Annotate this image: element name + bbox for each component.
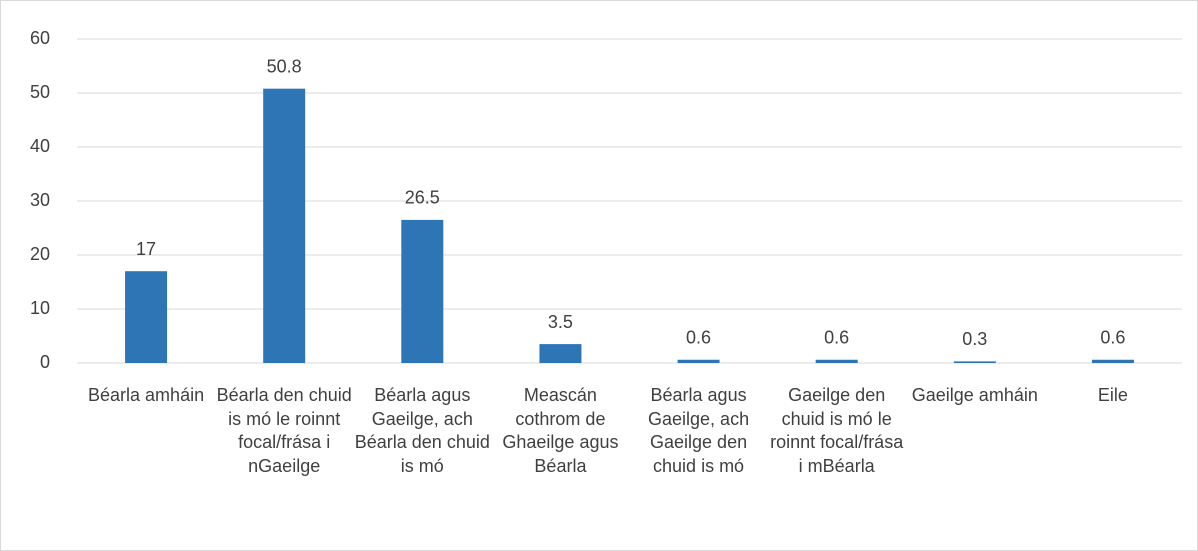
data-label: 0.6 [686,328,711,348]
y-tick-label: 10 [30,298,50,318]
bar [1091,359,1134,363]
x-tick-label: Béarla agus Gaeilge, ach Gaeilge den chu… [648,385,750,476]
bar [539,344,582,363]
y-tick-label: 0 [40,352,50,372]
x-tick-label: Béarla agus Gaeilge, ach Béarla den chui… [354,385,490,476]
y-tick-label: 50 [30,82,50,102]
data-label: 0.3 [962,329,987,349]
bar [401,219,444,363]
x-tick-label: Gaeilge den chuid is mó le roinnt focal/… [770,385,904,476]
x-tick-label: Béarla amháin [88,385,205,405]
x-tick-label: Béarla den chuid is mó le roinnt focal/f… [216,385,352,476]
data-label: 17 [136,239,156,259]
x-tick-label: Meascán cothrom de Ghaeilge agus Béarla [502,385,619,476]
x-tick-label: Eile [1097,385,1128,405]
data-label: 0.6 [1100,328,1125,348]
y-tick-label: 20 [30,244,50,264]
data-label: 3.5 [548,312,573,332]
data-label: 0.6 [824,328,849,348]
y-tick-label: 30 [30,190,50,210]
x-tick-label: Gaeilge amháin [911,385,1038,405]
bar [815,359,858,363]
data-label: 50.8 [267,56,302,76]
bar [263,88,306,364]
y-tick-label: 40 [30,136,50,156]
bar [125,271,168,363]
bar [677,359,720,363]
data-label: 26.5 [405,188,440,208]
y-tick-label: 60 [30,28,50,48]
bar [953,361,996,363]
